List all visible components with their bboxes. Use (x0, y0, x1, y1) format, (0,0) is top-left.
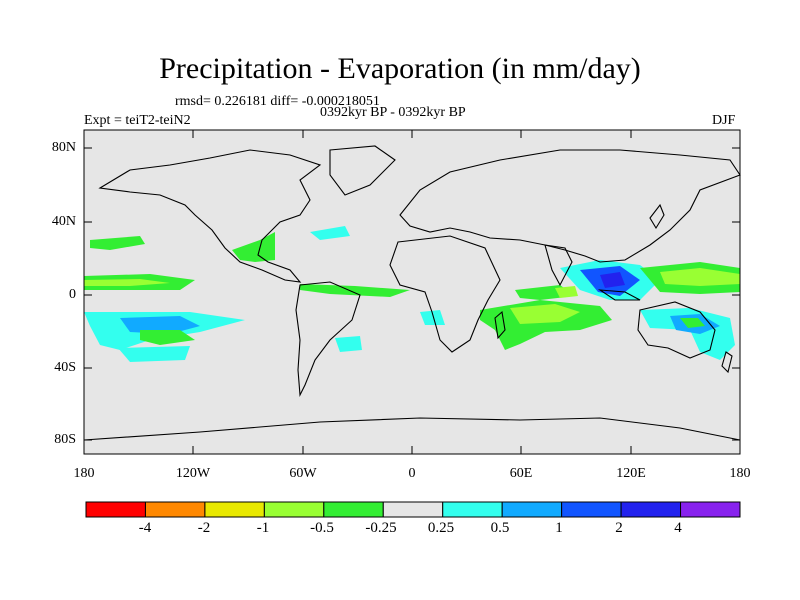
patch-spac-green (140, 330, 195, 345)
patch-aus-green (680, 318, 705, 328)
lat-label-40s: 40S (54, 360, 76, 375)
coast-madagascar (494, 310, 506, 340)
colorbar-swatch (323, 501, 384, 518)
colorbar-label: -4 (138, 520, 152, 536)
lat-label-40n: 40N (51, 214, 76, 229)
lon-label-120e: 120E (616, 466, 646, 481)
colorbar-swatch (620, 501, 682, 518)
patch-mc-darkblue (600, 272, 625, 288)
patch-satl-cyan (335, 336, 362, 352)
coast-indonesia (597, 289, 641, 301)
patch-wpac-lime (660, 268, 740, 286)
colorbar-label: 0.25 (427, 520, 455, 536)
colorbar-swatch (382, 501, 444, 518)
colorbar-label: -2 (197, 520, 211, 536)
colorbar-swatch (85, 501, 146, 518)
colorbar-swatch (144, 501, 206, 518)
colorbar-swatch (263, 501, 325, 518)
coast-australia (637, 301, 716, 359)
lat-ticks (84, 147, 740, 441)
patch-cpac-lime (84, 279, 170, 286)
patch-eqatl-green (300, 284, 410, 297)
stats-text: rmsd= 0.226181 diff= -0.000218051 (175, 94, 380, 109)
patch-npac-green (90, 236, 145, 250)
coast-new-zealand (721, 351, 733, 374)
patch-io-lime (510, 304, 580, 324)
coast-antarctica (83, 417, 741, 441)
lat-label-eq: 0 (69, 287, 76, 302)
patch-io-north-lime (555, 286, 578, 298)
colorbar-swatch (204, 501, 265, 518)
patch-spac-blue (120, 316, 200, 334)
coast-north-america (98, 149, 322, 283)
anomaly-patches (84, 226, 740, 362)
lat-label-80s: 80S (54, 432, 76, 447)
coast-greenland (329, 145, 396, 196)
lon-label-120w: 120W (175, 466, 211, 481)
lon-label-60e: 60E (509, 466, 533, 481)
colorbar (85, 501, 741, 518)
patch-spac-cyan2 (118, 346, 190, 362)
colorbar-swatch (680, 501, 741, 518)
period-text: 0392kyr BP - 0392kyr BP (320, 105, 466, 120)
colorbar-swatch (501, 501, 563, 518)
lon-label-180e: 180 (729, 466, 751, 481)
map-title: Precipitation - Evaporation (in mm/day) (159, 52, 641, 85)
lon-ticks (192, 130, 632, 454)
colorbar-swatch (561, 501, 622, 518)
colorbar-label: -1 (256, 520, 270, 536)
colorbar-swatch (442, 501, 503, 518)
colorbar-label: 2 (615, 520, 623, 536)
lat-label-80n: 80N (51, 140, 76, 155)
lon-label-60w: 60W (289, 466, 317, 481)
colorbar-label: -0.5 (310, 520, 334, 536)
experiment-label: Expt = teiT2-teiN2 (84, 113, 191, 128)
coast-eurasia (399, 149, 741, 263)
colorbar-label: 4 (674, 520, 682, 536)
lon-label-0: 0 (408, 466, 416, 481)
colorbar-label: -0.25 (365, 520, 397, 536)
coast-japan (649, 203, 665, 230)
coast-india (544, 244, 573, 287)
patch-gulf-green (232, 232, 275, 262)
patch-safrica-cyan (420, 310, 445, 325)
patch-natl-cyan (310, 226, 350, 240)
lon-label-180w: 180 (73, 466, 95, 481)
season-label: DJF (712, 113, 736, 128)
coast-south-america (295, 281, 361, 398)
colorbar-label: 0.5 (490, 520, 510, 536)
coast-africa (389, 235, 501, 353)
coastlines (83, 145, 741, 441)
colorbar-label: 1 (555, 520, 563, 536)
